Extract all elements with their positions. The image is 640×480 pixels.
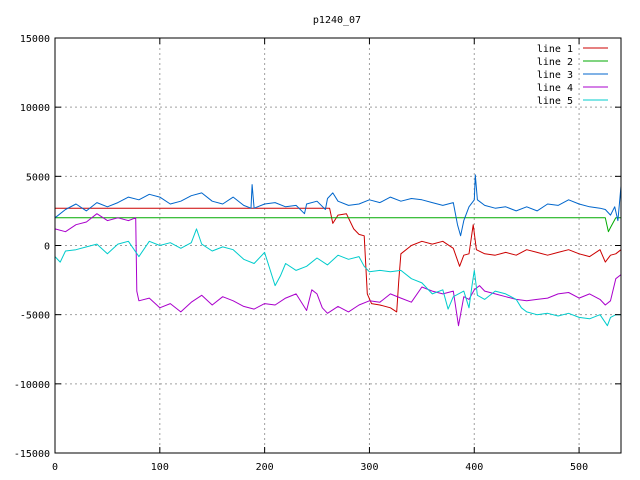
legend-label: line 5 [537,96,573,107]
y-tick-label: 5000 [26,172,50,183]
y-tick-label: -15000 [14,449,50,460]
x-tick-label: 400 [465,462,483,473]
y-tick-label: -10000 [14,380,50,391]
legend-label: line 3 [537,70,573,81]
legend: line 1 line 2 line 3 line 4 line 5 [537,44,608,107]
series-line-2 [55,217,621,233]
y-tick-label: 0 [44,242,50,253]
axis-ticks: 0 100 200 300 400 500 -15000 -10000 -5000 0 5000 10… [14,34,621,473]
series-lines [54,174,622,327]
y-tick-label: 10000 [20,103,50,114]
y-tick-label: 15000 [20,34,50,45]
chart-title: p1240_07 [313,15,361,26]
series-line-3 [54,174,622,237]
legend-label: line 1 [537,44,573,55]
x-tick-label: 100 [151,462,169,473]
y-tick-label: -5000 [20,311,50,322]
x-tick-label: 500 [570,462,588,473]
x-tick-label: 300 [360,462,378,473]
x-tick-label: 200 [256,462,274,473]
legend-label: line 4 [537,83,573,94]
series-line-1 [55,207,622,313]
legend-label: line 2 [537,57,573,68]
x-tick-label: 0 [52,462,58,473]
series-line-5 [54,228,621,327]
grid-lines [55,38,621,453]
series-line-4 [54,213,622,327]
